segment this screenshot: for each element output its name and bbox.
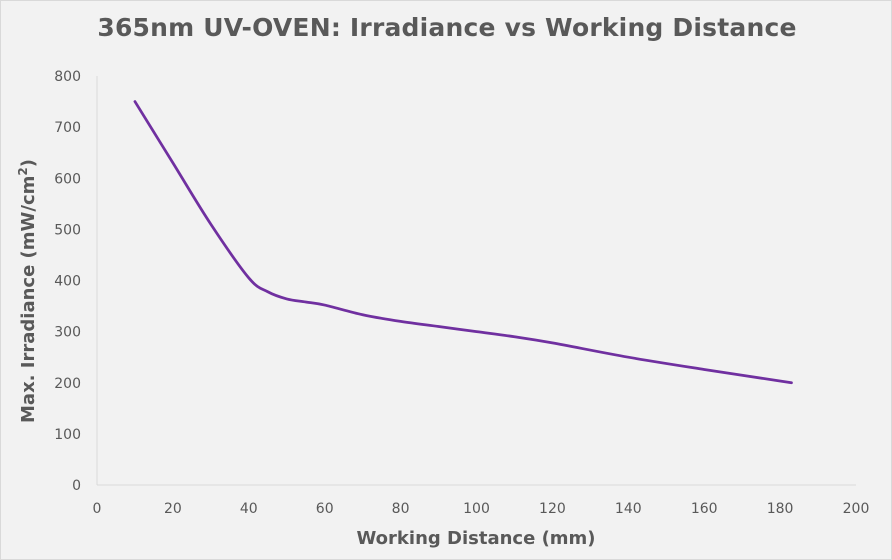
- y-tick-label: 100: [54, 427, 81, 443]
- y-tick-label: 600: [54, 171, 81, 187]
- y-tick-label: 400: [54, 274, 81, 290]
- series-layer: [133, 100, 793, 385]
- x-tick-label: 140: [615, 501, 642, 517]
- y-tick-label: 700: [54, 120, 81, 136]
- x-tick-label: 80: [392, 501, 410, 517]
- x-tick-label: 200: [843, 501, 870, 517]
- y-tick-label: 300: [54, 325, 81, 341]
- axes-layer: 0 100 200 300 400 500 600 700 800 0 20 40 60 80 100 120…: [54, 69, 869, 517]
- y-tick-label: 200: [54, 376, 81, 392]
- y-axis-title-main: Max. Irradiance (mW/cm: [18, 176, 39, 423]
- y-axis-title-close: ): [18, 159, 39, 167]
- y-tick-label: 0: [72, 478, 81, 494]
- x-tick-label: 20: [164, 501, 182, 517]
- x-tick-label: 60: [316, 501, 334, 517]
- y-tick-label: 800: [54, 69, 81, 85]
- x-tick-label: 100: [463, 501, 490, 517]
- x-tick-label: 120: [539, 501, 566, 517]
- y-tick-label: 500: [54, 222, 81, 238]
- x-axis-title: Working Distance (mm): [356, 528, 595, 549]
- y-axis-title: Max. Irradiance (mW/cm2): [16, 159, 39, 423]
- x-tick-label: 0: [93, 501, 102, 517]
- series-line: [133, 100, 793, 385]
- y-axis-title-sup: 2: [16, 167, 30, 175]
- x-tick-label: 160: [691, 501, 718, 517]
- x-tick-label: 40: [240, 501, 258, 517]
- x-tick-label: 180: [767, 501, 794, 517]
- chart-title: 365nm UV-OVEN: Irradiance vs Working Dis…: [97, 13, 797, 42]
